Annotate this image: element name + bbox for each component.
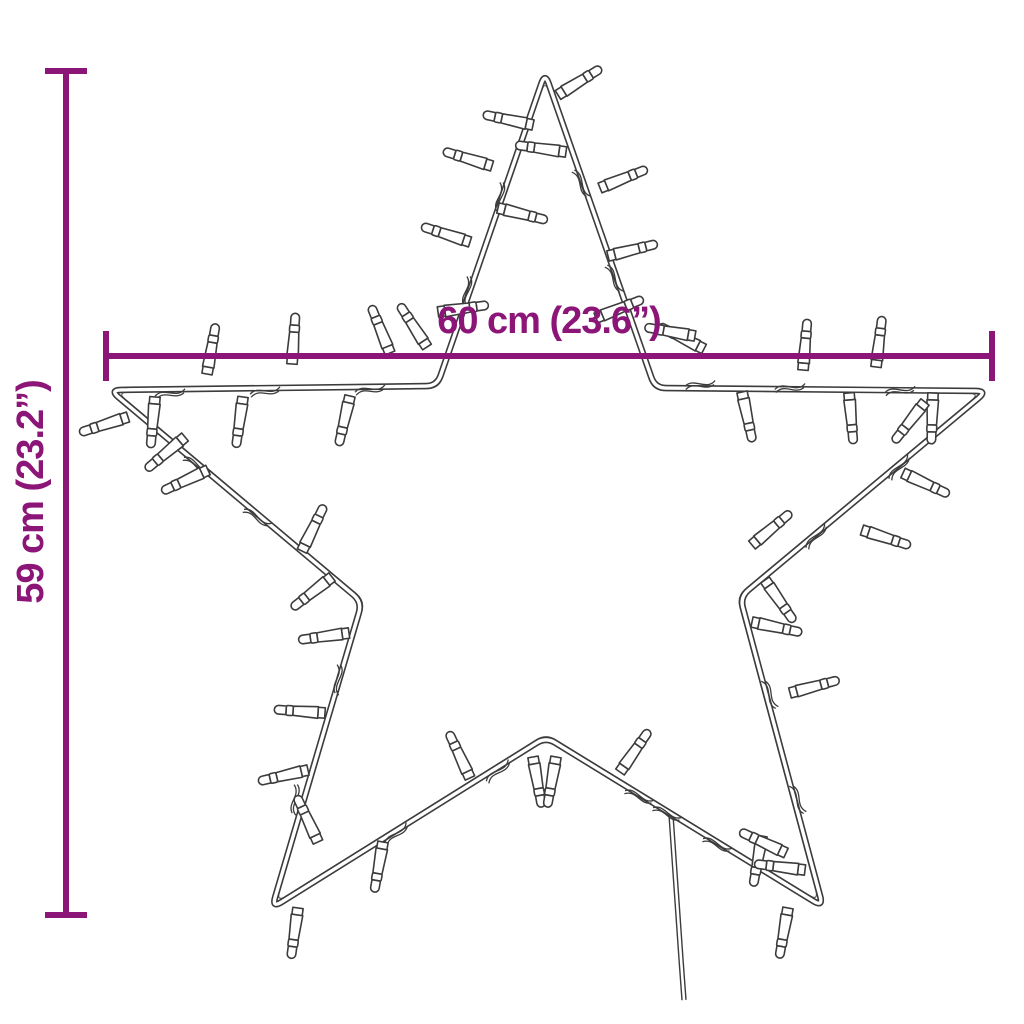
star-wireframe bbox=[77, 62, 986, 1001]
led-bulb bbox=[273, 702, 327, 720]
led-bulb bbox=[888, 397, 931, 447]
led-bulb bbox=[158, 463, 212, 498]
led-bulb bbox=[364, 302, 397, 356]
led-bulb bbox=[554, 62, 605, 101]
led-bulb bbox=[297, 626, 351, 647]
led-bulb bbox=[735, 389, 760, 444]
led-bulb bbox=[295, 501, 331, 555]
led-bulb bbox=[256, 763, 311, 788]
led-bulb bbox=[796, 318, 815, 372]
width-dimension-label: 60 cm (23.6”) bbox=[437, 300, 661, 342]
led-bulb bbox=[332, 393, 357, 448]
led-bulb bbox=[747, 507, 796, 551]
led-bulb bbox=[859, 523, 913, 553]
led-bulb bbox=[284, 906, 305, 960]
led-bulb bbox=[605, 237, 660, 263]
led-bulb bbox=[540, 755, 563, 809]
led-bulb bbox=[419, 219, 473, 249]
led-bulb bbox=[514, 138, 568, 159]
led-bulb bbox=[869, 315, 889, 369]
star-frame-core bbox=[113, 76, 984, 906]
led-bulb bbox=[481, 107, 536, 132]
led-bulb bbox=[842, 391, 861, 445]
led-bulb bbox=[143, 395, 162, 449]
led-bulb bbox=[287, 571, 337, 614]
led-bulb bbox=[495, 201, 550, 227]
led-bulb bbox=[772, 906, 795, 960]
led-bulb bbox=[614, 726, 655, 777]
led-bulb bbox=[200, 322, 223, 376]
led-bulb bbox=[787, 673, 842, 700]
led-bulb bbox=[77, 410, 131, 440]
led-bulb bbox=[759, 575, 800, 626]
led-bulb bbox=[899, 466, 953, 501]
led-bulb bbox=[442, 728, 477, 782]
power-cord-highlight bbox=[669, 814, 686, 1001]
led-bulb bbox=[440, 144, 495, 173]
height-dimension-label: 59 cm (23.2”) bbox=[10, 380, 52, 604]
led-bulb bbox=[393, 300, 433, 351]
led-bulb bbox=[229, 395, 250, 449]
led-bulb bbox=[597, 162, 651, 195]
dimension-annotations: 60 cm (23.6”) 59 cm (23.2”) bbox=[10, 68, 995, 918]
